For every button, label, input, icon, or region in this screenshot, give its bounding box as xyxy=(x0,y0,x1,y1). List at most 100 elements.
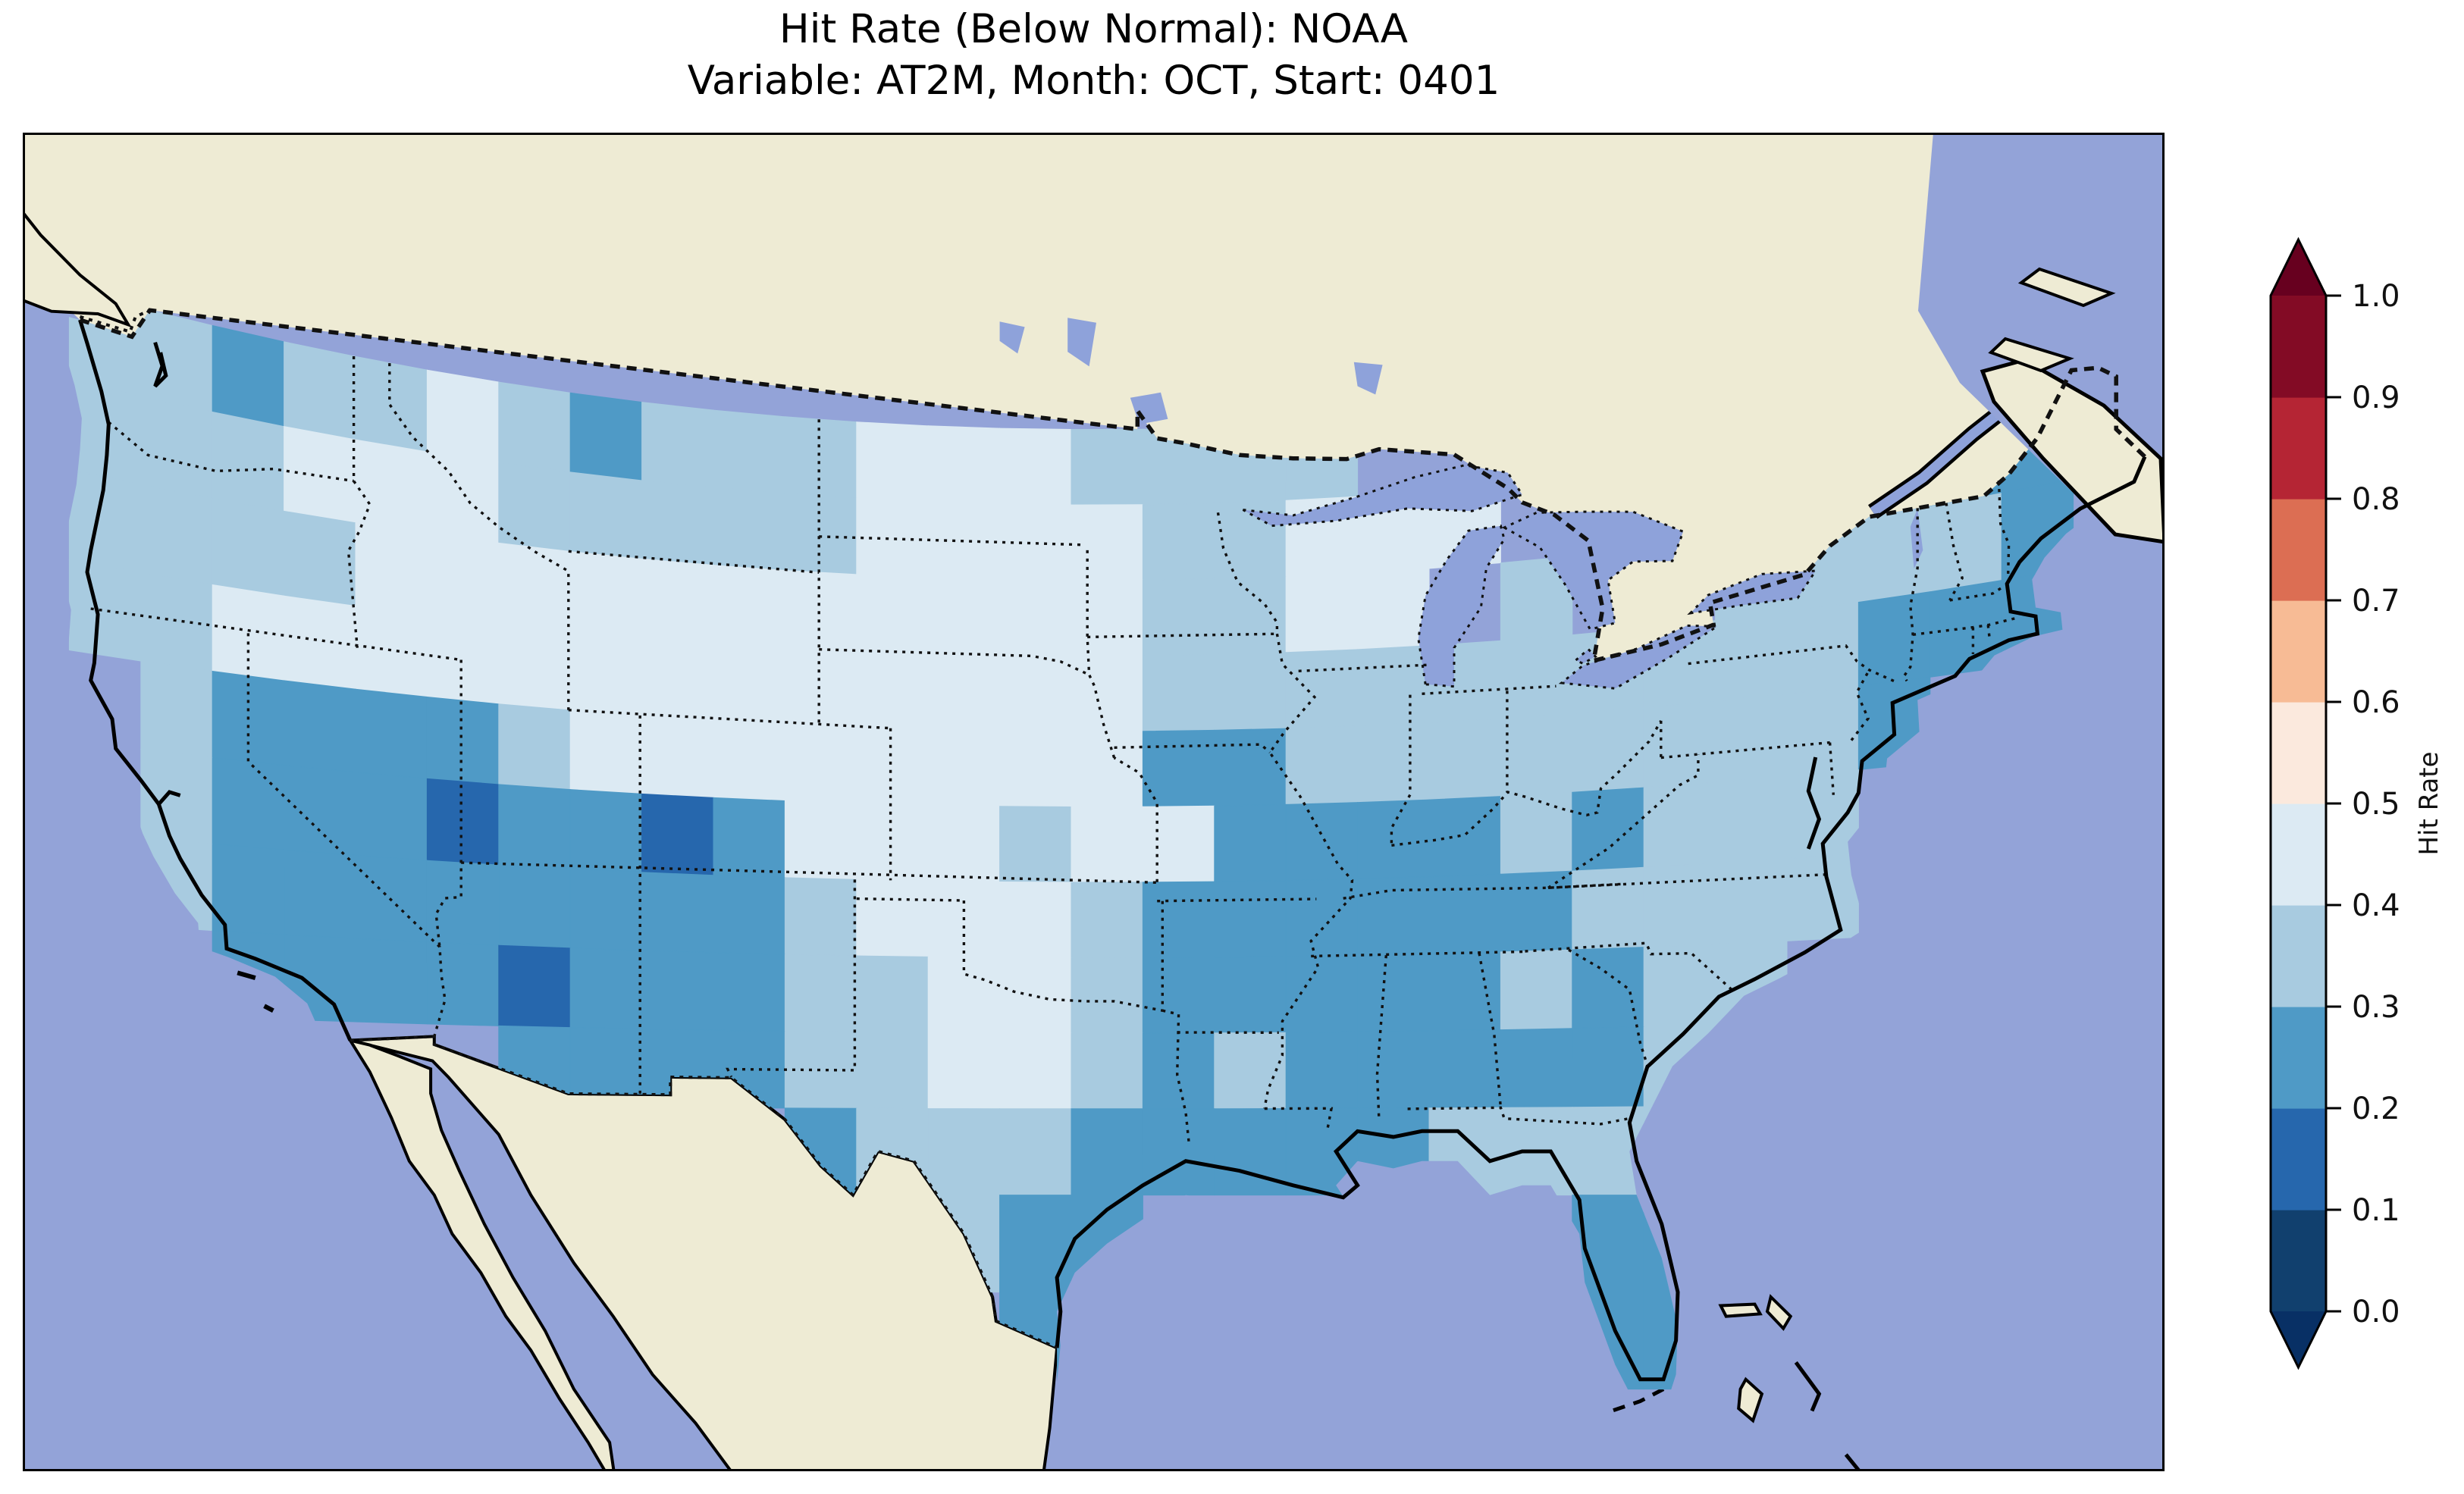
colorbar-segment xyxy=(2271,296,2326,398)
grid-cell xyxy=(212,757,285,850)
pacific-coastline xyxy=(78,319,353,1041)
colorbar-segment xyxy=(2271,397,2326,500)
grid-cell xyxy=(784,569,857,652)
grid-cell xyxy=(927,1032,1001,1110)
grid-cell xyxy=(1643,863,1716,948)
grid-cell xyxy=(927,728,1001,807)
grid-cell xyxy=(1357,645,1430,727)
grid-cell xyxy=(1285,954,1359,1033)
lake-manitoba xyxy=(999,321,1025,354)
grid-cell xyxy=(498,864,571,949)
grid-cell xyxy=(1142,503,1215,581)
grid-cell xyxy=(1214,652,1287,731)
colorbar-tick-label: 1.0 xyxy=(2352,279,2400,314)
grid-cell xyxy=(641,480,714,566)
grid-cell xyxy=(1142,805,1215,883)
grid-cell xyxy=(1500,791,1573,875)
grid-cell xyxy=(426,451,500,543)
grid-cell xyxy=(426,369,500,463)
grid-cell xyxy=(927,501,1001,581)
grid-cell xyxy=(1285,649,1359,729)
lake-winnipeg xyxy=(1067,318,1096,367)
grid-cell xyxy=(498,623,571,711)
grid-cell xyxy=(1214,880,1287,958)
grid-cell xyxy=(856,803,929,882)
grid-cell xyxy=(713,952,785,1032)
grid-cell xyxy=(1214,803,1287,882)
colorbar-segment xyxy=(2271,803,2326,906)
colorbar-tick-label: 0.0 xyxy=(2352,1295,2400,1330)
grid-cell xyxy=(284,849,356,939)
grid-cell xyxy=(713,565,785,648)
lake-st-clair xyxy=(1573,647,1597,666)
grid-cell xyxy=(856,879,929,957)
grid-cell xyxy=(355,439,428,534)
grid-cell xyxy=(569,471,643,559)
grid-cell xyxy=(641,715,714,798)
colorbar: 1.0 0.9 0.8 0.7 0.6 0.5 0.4 0.3 0.2 0.1 0.0 Hit Rat… xyxy=(2269,236,2444,1370)
grid-cell xyxy=(569,868,643,951)
grid-cell xyxy=(68,559,142,662)
grid-cell xyxy=(140,484,213,586)
grid-cell xyxy=(140,396,213,500)
grid-cell xyxy=(641,558,714,644)
grid-cell xyxy=(1500,1028,1573,1108)
grid-cell xyxy=(999,806,1072,883)
grid-cell xyxy=(713,875,785,955)
grid-cell xyxy=(426,615,500,705)
grid-cell xyxy=(856,574,929,654)
grid-cell xyxy=(355,772,428,861)
grid-cell xyxy=(1142,578,1215,656)
grid-cell xyxy=(1643,944,1716,1028)
grid-cell xyxy=(1214,576,1287,656)
lake-michigan xyxy=(1417,525,1506,688)
grid-cell xyxy=(1357,722,1430,803)
bahama-island xyxy=(1737,1377,1764,1424)
grid-cell xyxy=(284,341,356,440)
grid-cell xyxy=(355,355,428,453)
grid-cell xyxy=(713,719,785,802)
grid-cell xyxy=(498,944,571,1029)
grid-cell xyxy=(784,723,857,804)
grid-cell xyxy=(713,642,785,725)
grid-cell xyxy=(1930,492,2002,593)
colorbar-segment xyxy=(2271,702,2326,804)
grid-cell xyxy=(1142,729,1215,807)
grid-cell xyxy=(999,957,1072,1034)
prince-edward-island xyxy=(1988,337,2074,373)
grid-cell xyxy=(1071,1108,1143,1196)
grid-cell xyxy=(927,804,1001,883)
grid-cell xyxy=(713,409,785,494)
grid-cell xyxy=(140,310,213,413)
grid-cell xyxy=(569,709,643,794)
grid-cell xyxy=(999,1108,1072,1196)
grid-cell xyxy=(426,778,500,866)
grid-cell xyxy=(784,954,857,1033)
grid-cell xyxy=(1214,956,1287,1034)
grid-cell xyxy=(1715,694,1788,783)
grid-cell xyxy=(498,703,571,791)
colorbar-tick-label: 0.1 xyxy=(2352,1193,2400,1228)
grid-cell xyxy=(355,938,428,1025)
grid-cell xyxy=(1071,957,1143,1034)
grid-cell xyxy=(1142,1032,1215,1110)
grid-cell xyxy=(140,660,213,759)
grid-cell xyxy=(1428,1029,1501,1109)
grid-cell xyxy=(1643,700,1716,788)
grid-cell xyxy=(569,630,643,716)
grid-cell xyxy=(1071,806,1143,883)
grid-cell xyxy=(569,789,643,873)
san-francisco-bay xyxy=(157,790,181,806)
island-chain xyxy=(1844,1453,1862,1471)
grid-cell xyxy=(1142,957,1215,1034)
grid-cell xyxy=(784,416,857,499)
map-frame xyxy=(23,133,2165,1471)
grid-cell xyxy=(569,551,643,638)
grid-cell xyxy=(856,421,929,503)
grid-cell xyxy=(355,522,428,616)
grid-cell xyxy=(355,688,428,779)
grid-cell xyxy=(1357,568,1430,650)
grid-cell xyxy=(284,765,356,857)
grid-cell xyxy=(1500,870,1573,953)
grid-cell xyxy=(1285,802,1359,882)
